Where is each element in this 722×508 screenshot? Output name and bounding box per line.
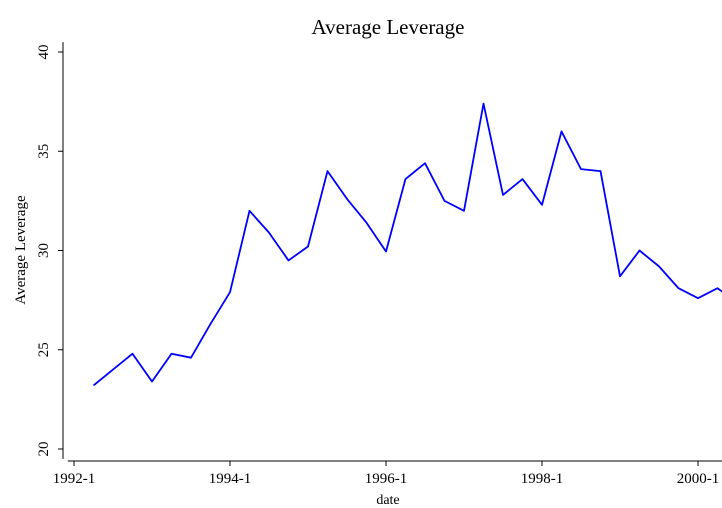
x-tick-label: 1998-1	[521, 471, 564, 487]
data-line	[92, 102, 722, 387]
chart-title: Average Leverage	[312, 15, 465, 39]
x-axis-title: date	[376, 493, 399, 508]
y-tick-label: 25	[36, 342, 52, 357]
y-tick-label: 20	[36, 442, 52, 457]
y-axis-title: Average Leverage	[13, 195, 29, 305]
x-tick-label: 1992-1	[53, 471, 96, 487]
y-tick-label: 40	[36, 45, 52, 60]
y-tick-label: 30	[36, 243, 52, 258]
y-tick-label: 35	[36, 144, 52, 159]
x-tick-label: 2000-1	[677, 471, 720, 487]
x-tick-label: 1994-1	[209, 471, 252, 487]
x-tick-label: 1996-1	[365, 471, 408, 487]
